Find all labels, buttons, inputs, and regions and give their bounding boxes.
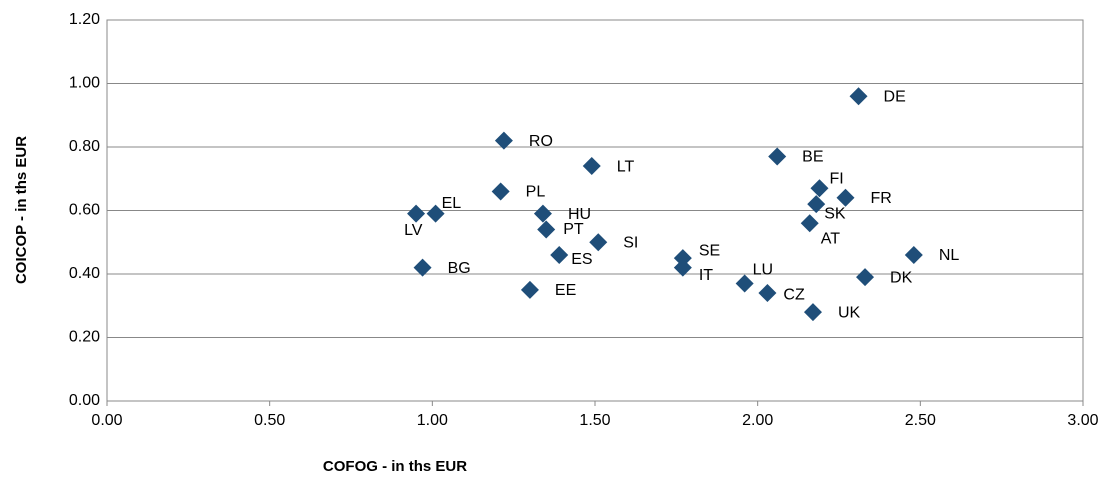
point-label: UK [838, 304, 861, 321]
point [589, 233, 608, 252]
point [673, 249, 692, 268]
point-label: EE [555, 282, 576, 299]
point-label: AT [821, 230, 840, 247]
point-label: BG [448, 260, 471, 277]
point [904, 245, 923, 264]
point [768, 147, 787, 166]
point-label: SI [623, 234, 638, 251]
y-tick-label: 0.40 [69, 265, 100, 282]
point [758, 284, 777, 303]
point [537, 220, 556, 239]
point-label: RO [529, 133, 553, 150]
point-label: LT [617, 158, 635, 175]
y-tick-label: 1.20 [69, 11, 100, 28]
point-label: EL [442, 195, 462, 212]
point [413, 258, 432, 277]
point [803, 303, 822, 322]
point-label: FI [829, 170, 843, 187]
point-label: PT [563, 221, 584, 238]
point-label: SE [699, 242, 720, 259]
point [856, 268, 875, 287]
y-tick-label: 1.00 [69, 75, 100, 92]
y-tick-label: 0.20 [69, 329, 100, 346]
point [673, 258, 692, 277]
y-axis-title: COICOP - in ths EUR [13, 136, 30, 284]
point [800, 214, 819, 233]
point-label: DE [884, 88, 906, 105]
y-tick-label: 0.80 [69, 138, 100, 155]
point-label: IT [699, 267, 713, 284]
x-axis-title: COFOG - in ths EUR [323, 458, 467, 475]
point [849, 87, 868, 106]
point [494, 131, 513, 150]
point [735, 274, 754, 293]
point [810, 179, 829, 198]
point-label: BE [802, 149, 823, 166]
point-label: FR [871, 190, 892, 207]
y-tick-label: 0.00 [69, 392, 100, 409]
point-label: LU [753, 262, 773, 279]
point [491, 182, 510, 201]
point-label: HU [568, 206, 591, 223]
point-label: LV [404, 222, 423, 239]
x-tick-label: 0.00 [91, 412, 122, 429]
x-tick-label: 0.50 [254, 412, 285, 429]
point [520, 280, 539, 299]
point [407, 204, 426, 223]
point [533, 204, 552, 223]
x-tick-label: 1.00 [417, 412, 448, 429]
x-tick-label: 2.00 [742, 412, 773, 429]
point-label: NL [939, 247, 960, 264]
x-tick-label: 2.50 [905, 412, 936, 429]
point [582, 157, 601, 176]
point [836, 188, 855, 207]
point-label: CZ [783, 286, 805, 303]
point [550, 245, 569, 264]
point-label: SK [824, 205, 846, 222]
point-label: ES [571, 251, 592, 268]
x-tick-label: 1.50 [579, 412, 610, 429]
point [426, 204, 445, 223]
y-tick-label: 0.60 [69, 202, 100, 219]
point-label: PL [526, 184, 546, 201]
point-label: DK [890, 269, 913, 286]
x-tick-label: 3.00 [1067, 412, 1098, 429]
point [807, 195, 826, 214]
